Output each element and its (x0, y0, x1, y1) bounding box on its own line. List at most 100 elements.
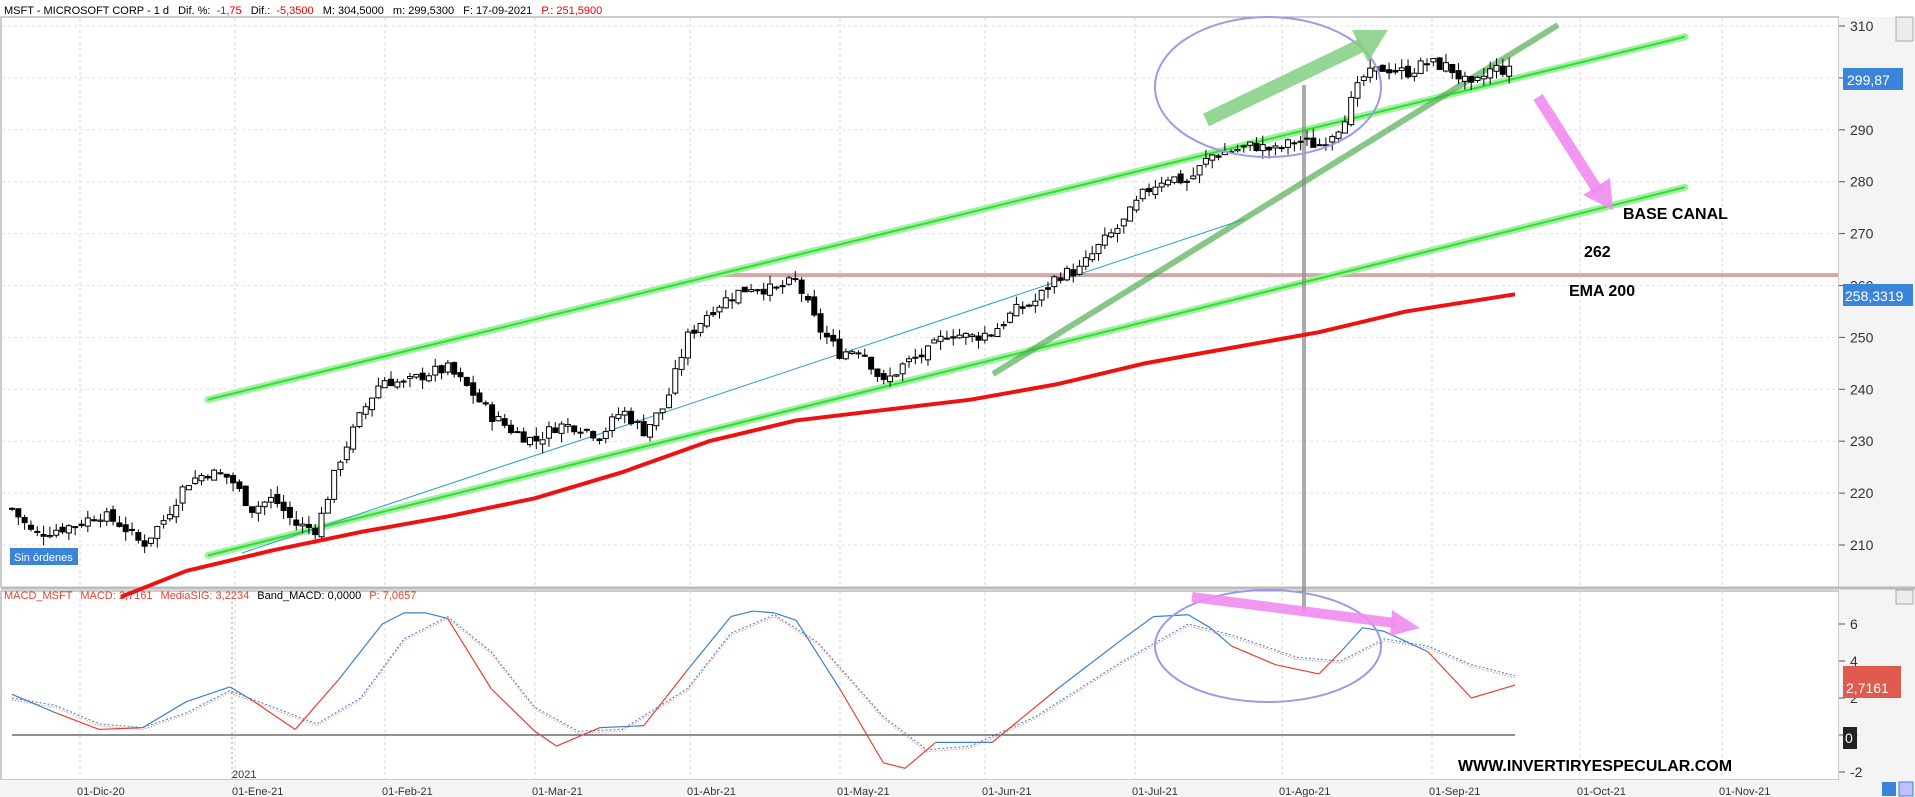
candle (1171, 176, 1178, 185)
candle-down (874, 368, 881, 377)
macd-panel[interactable] (0, 590, 1840, 781)
candle-up (1007, 312, 1014, 323)
candle (1247, 141, 1254, 151)
candle (1367, 59, 1374, 83)
candle (1436, 56, 1443, 71)
candle (1158, 176, 1165, 193)
price-panel[interactable] (0, 16, 1840, 588)
candle-down (116, 522, 123, 527)
layout-icon[interactable] (1898, 781, 1914, 797)
candle-up (937, 335, 944, 342)
candle (9, 507, 15, 512)
arrow-up-green-head (1352, 30, 1388, 62)
candle-up (1354, 82, 1361, 99)
candle-up (84, 517, 91, 527)
candle-up (1032, 300, 1039, 307)
candle (1120, 218, 1127, 234)
candle (754, 288, 761, 295)
candle-up (906, 358, 913, 363)
candle (1411, 68, 1418, 82)
candle (1455, 63, 1462, 85)
macd-panel-button[interactable] (1895, 589, 1914, 605)
candle (1183, 178, 1190, 191)
arrow-down-pink-head (1583, 178, 1613, 210)
candle (173, 498, 180, 524)
candle (665, 387, 672, 409)
candle (425, 372, 432, 383)
macd-header-line: MACD_MSFT MACD: 2,7161 MediaSIG: 3,2234 … (4, 590, 416, 602)
price-tick-label: 250 (1850, 329, 1874, 345)
candle (1392, 63, 1399, 75)
arrow-down-pink[interactable] (1533, 94, 1603, 194)
candle (956, 328, 963, 339)
candle (350, 423, 357, 454)
candle-up (1272, 145, 1279, 149)
candle (476, 388, 483, 403)
candle-down (249, 506, 256, 513)
time-tick-label: 01-Jul-21 (1132, 786, 1178, 797)
candle-up (785, 277, 792, 285)
candle-up (1303, 137, 1310, 140)
candle-up (154, 526, 161, 539)
header-dif-value: -5,3500 (276, 5, 313, 17)
candle-up (1348, 96, 1355, 126)
candle (122, 516, 129, 541)
candle-up (46, 535, 53, 538)
candle-down (1019, 306, 1026, 309)
candle-down (1379, 64, 1386, 72)
arrow-macd-pink[interactable] (1191, 592, 1396, 628)
support-trendline[interactable] (991, 22, 1560, 377)
channel-lower-line[interactable] (207, 186, 1686, 557)
candle-up (564, 423, 571, 427)
candle (988, 333, 995, 338)
macd-line-segment (795, 619, 841, 690)
candle (937, 330, 944, 350)
ema200-line[interactable] (120, 292, 1516, 599)
candle (792, 271, 799, 283)
candle-down (1183, 180, 1190, 183)
panel-buttons[interactable] (1882, 16, 1914, 797)
macd-signal-line[interactable] (11, 614, 1516, 751)
candle (331, 469, 338, 503)
candle (1051, 275, 1058, 294)
candle-up (362, 406, 369, 415)
candle-down (918, 354, 925, 358)
candle-down (312, 527, 319, 536)
candle-up (1051, 276, 1058, 288)
candle (874, 368, 881, 383)
highlight-ellipse-macd[interactable] (1154, 589, 1382, 703)
macd-line-segment (1318, 651, 1342, 675)
candle (223, 473, 230, 485)
macd-badge-value: 2,7161 (1843, 666, 1901, 698)
candle-down (438, 365, 445, 374)
arrow-up-green[interactable] (1202, 38, 1366, 127)
candle-up (716, 306, 723, 313)
candle-up (173, 504, 180, 518)
candle (647, 424, 654, 442)
save-icon[interactable] (1882, 782, 1896, 796)
candle (27, 520, 34, 532)
time-tick-label: 01-Oct-21 (1577, 786, 1626, 797)
annotation-ema: EMA 200 (1569, 283, 1635, 300)
scroll-up-button[interactable] (1895, 16, 1914, 42)
candle-down (242, 485, 249, 507)
highlight-ellipse-price[interactable] (1154, 16, 1382, 158)
time-axis-area (0, 780, 1915, 797)
macd-line-segment (338, 623, 383, 680)
candle-up (609, 416, 616, 432)
candle (230, 472, 237, 492)
macd-signal-dotted (11, 616, 1516, 753)
candle-down (1291, 142, 1298, 145)
candle (1000, 321, 1007, 330)
macd-line-segment (904, 741, 936, 769)
candle (924, 345, 931, 366)
candle-up (1240, 145, 1247, 148)
candle-down (122, 524, 129, 533)
candle (817, 308, 824, 340)
candle-up (381, 380, 388, 389)
candle (129, 522, 136, 536)
time-tick-label: 01-Nov-21 (1719, 786, 1770, 797)
candle-down (811, 296, 818, 316)
candle-up (1417, 60, 1424, 74)
